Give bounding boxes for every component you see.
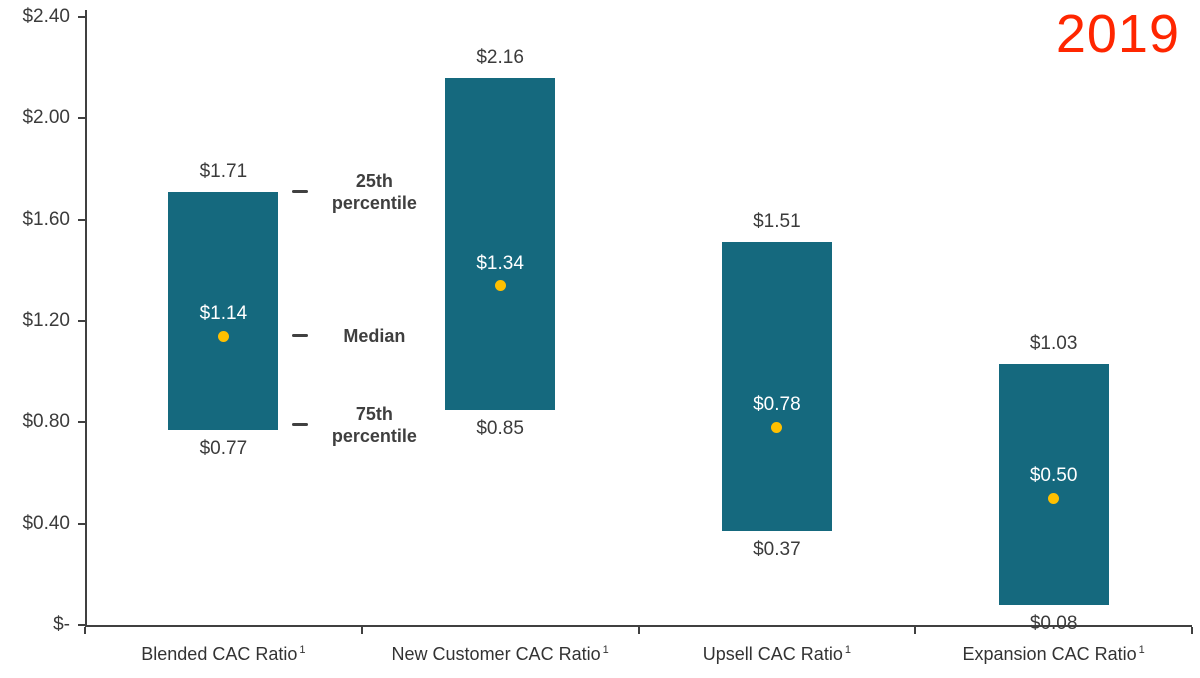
bar-top-value-label: $2.16: [476, 46, 524, 68]
y-axis-tick-label: $1.20: [22, 310, 70, 331]
annotation-label: 25th percentile: [316, 170, 432, 214]
range-bar: [445, 77, 556, 410]
range-bar: [998, 364, 1109, 605]
annotation-dash: [292, 422, 309, 426]
median-value-label: $0.50: [1029, 465, 1078, 487]
annotation-label-line: Median: [343, 326, 406, 347]
y-axis-tick-mark: [78, 624, 85, 626]
median-dot: [1048, 492, 1060, 504]
y-axis-tick-mark: [78, 117, 85, 120]
x-axis-tick-mark: [84, 627, 86, 634]
bar-bottom-value-label: $0.85: [476, 417, 524, 439]
range-bar: [168, 191, 279, 430]
bar-top-value-label: $1.51: [753, 211, 801, 233]
x-axis-category-label: Upsell CAC Ratio 1: [639, 639, 916, 665]
x-axis-tick-mark: [914, 627, 917, 634]
y-axis-tick-mark: [78, 522, 85, 525]
annotation-label-line: 25th: [355, 170, 393, 191]
y-axis-tick-label: $0.80: [22, 411, 70, 433]
bar-bottom-value-label: $0.08: [1029, 612, 1078, 634]
median-value-label: $0.78: [753, 394, 801, 416]
x-axis-category-label: Expansion CAC Ratio 1: [915, 639, 1192, 665]
category-label-footnote: 1: [299, 644, 306, 656]
category-label-footnote: 1: [1138, 644, 1145, 656]
category-label-footnote: 1: [602, 644, 609, 656]
range-bar: [721, 242, 832, 532]
category-label-text: Expansion CAC Ratio: [962, 644, 1137, 664]
x-axis-tick-mark: [360, 627, 363, 634]
annotation-dash: [292, 189, 309, 193]
x-axis-category-label: Blended CAC Ratio 1: [85, 639, 362, 665]
category-label-text: Blended CAC Ratio: [141, 644, 298, 664]
x-axis-tick-mark: [637, 627, 640, 634]
y-axis-tick-mark: [78, 218, 85, 221]
bar-top-value-label: $1.03: [1029, 333, 1078, 355]
median-dot: [771, 421, 783, 433]
category-label-text: Upsell CAC Ratio: [702, 644, 843, 664]
y-axis-tick-label: $-: [53, 614, 70, 635]
x-axis-line: [85, 625, 1192, 627]
x-axis-category-label: New Customer CAC Ratio 1: [362, 639, 639, 665]
median-dot: [494, 280, 506, 292]
category-label-footnote: 1: [844, 644, 851, 656]
y-axis-tick-mark: [78, 16, 85, 18]
bar-top-value-label: $1.71: [199, 160, 248, 182]
chart-title-year: 2019: [1055, 4, 1180, 64]
category-label-text: New Customer CAC Ratio: [391, 644, 601, 664]
annotation-label: 75th percentile: [316, 403, 432, 447]
median-value-label: $1.34: [476, 252, 524, 274]
y-axis-line: [85, 10, 87, 627]
y-axis-tick-mark: [78, 421, 85, 424]
y-axis-tick-label: $2.00: [22, 107, 70, 129]
annotation-label: Median: [316, 325, 432, 347]
annotation-label-line: percentile: [331, 425, 417, 446]
bar-bottom-value-label: $0.37: [753, 539, 801, 561]
annotation-label-line: 75th: [355, 403, 393, 424]
y-axis-tick-label: $0.40: [22, 512, 70, 534]
annotation-label-line: percentile: [331, 192, 417, 213]
x-axis-tick-mark: [1191, 627, 1193, 634]
y-axis-tick-label: $2.40: [22, 6, 70, 27]
y-axis-tick-label: $1.60: [22, 208, 70, 230]
median-dot: [217, 330, 229, 342]
annotation-dash: [292, 334, 309, 338]
median-value-label: $1.14: [199, 303, 248, 325]
bar-bottom-value-label: $0.77: [199, 437, 248, 459]
y-axis-tick-mark: [78, 320, 85, 322]
